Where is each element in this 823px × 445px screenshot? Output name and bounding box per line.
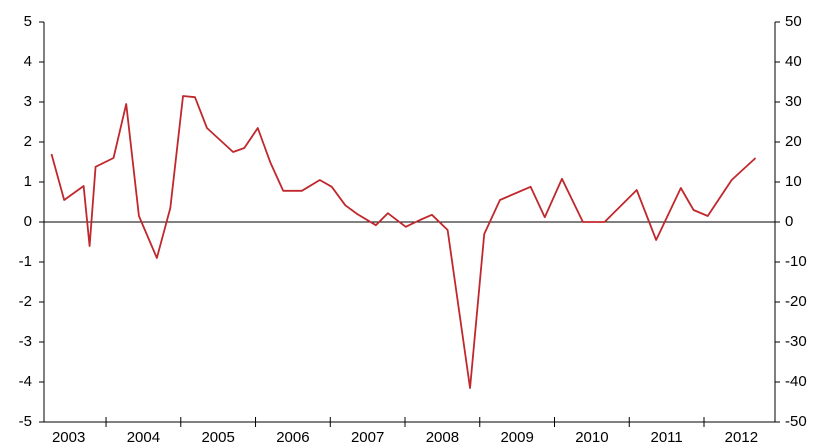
x-tick-label: 2010 <box>575 429 608 445</box>
y-tick-label: -2 <box>19 293 32 310</box>
y2-tick-label: 50 <box>785 13 802 30</box>
y2-tick-label: 20 <box>785 133 802 150</box>
y-tick-label: -1 <box>19 253 32 270</box>
y-tick-label: 2 <box>24 133 32 150</box>
x-tick-label: 2004 <box>127 429 160 445</box>
y-tick-label: 0 <box>24 213 32 230</box>
y2-tick-label: -40 <box>785 373 807 390</box>
y-tick-label: -3 <box>19 333 32 350</box>
y-tick-label: 3 <box>24 93 32 110</box>
y-tick-label: -4 <box>19 373 32 390</box>
y2-tick-label: 30 <box>785 93 802 110</box>
x-tick-label: 2009 <box>500 429 533 445</box>
x-tick-label: 2003 <box>52 429 85 445</box>
x-tick-label: 2007 <box>351 429 384 445</box>
y2-tick-label: 40 <box>785 53 802 70</box>
y-tick-label: 5 <box>24 13 32 30</box>
x-tick-label: 2006 <box>276 429 309 445</box>
x-tick-label: 2012 <box>725 429 758 445</box>
y-tick-label: -5 <box>19 413 32 430</box>
y2-tick-label: 0 <box>785 213 793 230</box>
line-series <box>50 95 757 389</box>
x-tick-label: 2005 <box>201 429 234 445</box>
x-tick-label: 2011 <box>650 429 682 445</box>
y-tick-label: 4 <box>24 53 32 70</box>
y2-tick-label: 10 <box>785 173 802 190</box>
y-tick-label: 1 <box>24 173 32 190</box>
y2-tick-label: -10 <box>785 253 807 270</box>
y2-tick-label: -50 <box>785 413 807 430</box>
y2-tick-label: -30 <box>785 333 807 350</box>
y2-tick-label: -20 <box>785 293 807 310</box>
x-tick-label: 2008 <box>426 429 459 445</box>
